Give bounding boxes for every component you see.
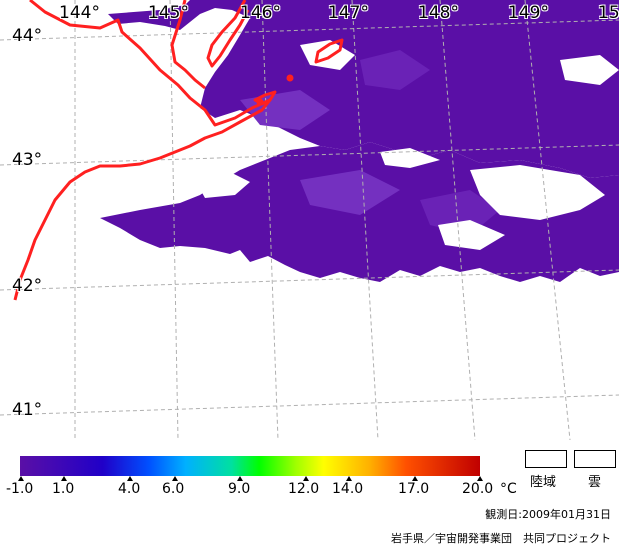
lon-label-149: 149° bbox=[508, 3, 549, 23]
lon-label-150: 15 bbox=[598, 3, 619, 23]
land-key-label: 陸域 bbox=[530, 475, 557, 490]
graticule bbox=[0, 0, 619, 441]
temperature-unit: °C bbox=[500, 481, 517, 497]
coast-shiretoko bbox=[170, 0, 206, 90]
lon-label-146: 146° bbox=[240, 3, 281, 23]
temperature-colorbar bbox=[20, 456, 480, 476]
land-key-swatch bbox=[525, 450, 567, 468]
colorbar-tick: 4.0 bbox=[118, 481, 141, 497]
sst-area bbox=[100, 0, 619, 282]
lon-label-144: 144° bbox=[59, 3, 100, 23]
legend: -1.0 1.0 4.0 6.0 9.0 12.0 14.0 17.0 20.0… bbox=[0, 440, 619, 546]
lon-label-148: 148° bbox=[418, 3, 459, 23]
lat-label-41: 41° bbox=[12, 400, 43, 420]
colorbar-tick: 9.0 bbox=[228, 481, 251, 497]
cloud-key-label: 雲 bbox=[588, 475, 602, 490]
lon-label-147: 147° bbox=[328, 3, 369, 23]
colorbar-tick: 20.0 bbox=[462, 481, 494, 497]
sst-map: 144° 145° 146° 147° 148° 149° 15 44° 43°… bbox=[0, 0, 619, 441]
colorbar-tick: 14.0 bbox=[332, 481, 364, 497]
coastline bbox=[13, 0, 344, 301]
lat-label-43: 43° bbox=[12, 150, 43, 170]
lon-label-145: 145° bbox=[148, 3, 189, 23]
sst-north-band bbox=[108, 0, 619, 178]
coast-hokkaido-east bbox=[13, 0, 272, 301]
colorbar-tick: 17.0 bbox=[398, 481, 430, 497]
lat-label-44: 44° bbox=[12, 26, 43, 46]
credit-line: 岩手県／宇宙開発事業団 共同プロジェクト bbox=[391, 532, 611, 545]
cloud-key-swatch bbox=[574, 450, 616, 468]
island-shikotan bbox=[314, 38, 344, 64]
colorbar-tick: -1.0 bbox=[6, 481, 34, 497]
colorbar-tick: 6.0 bbox=[162, 481, 185, 497]
lat-label-42: 42° bbox=[12, 276, 43, 296]
map-canvas bbox=[0, 0, 619, 441]
coast-kunashiri bbox=[206, 0, 250, 68]
observation-date: 観測日:2009年01月31日 bbox=[485, 508, 611, 521]
colorbar-tick: 12.0 bbox=[288, 481, 320, 497]
colorbar-tick: 1.0 bbox=[52, 481, 75, 497]
